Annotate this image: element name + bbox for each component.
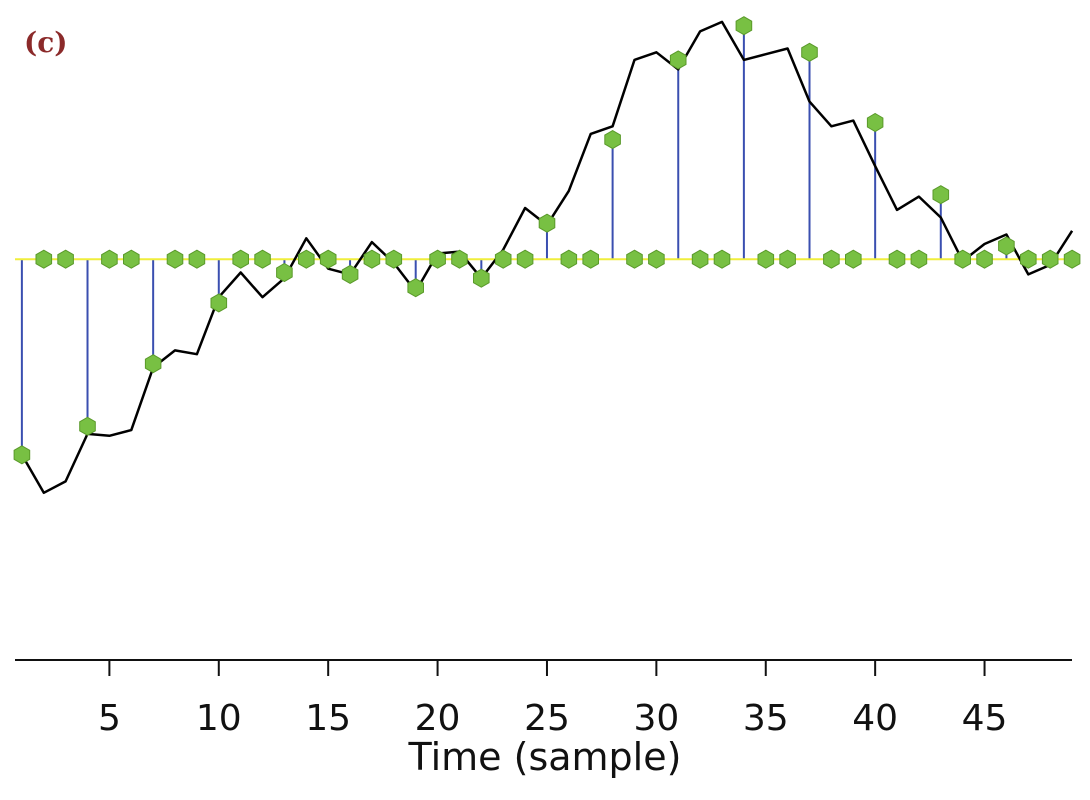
sample-marker-25	[538, 213, 556, 233]
sample-marker-5	[101, 249, 118, 269]
sample-marker-12	[254, 249, 271, 269]
sample-marker-9	[188, 249, 206, 269]
sample-marker-33	[713, 249, 731, 269]
x-tick-label-40: 40	[852, 698, 898, 739]
x-tick-label-15: 15	[305, 698, 351, 739]
sample-marker-31	[669, 50, 687, 70]
sample-marker-46	[998, 236, 1015, 256]
sample-marker-21	[451, 249, 468, 269]
sample-marker-8	[166, 249, 184, 269]
sample-marker-16	[341, 264, 359, 284]
markers-layer	[13, 16, 1081, 465]
sample-marker-28	[604, 130, 621, 150]
sample-marker-3	[57, 249, 74, 269]
sample-marker-40	[866, 112, 884, 133]
x-tick-label-35: 35	[743, 698, 789, 739]
sample-marker-27	[582, 249, 599, 269]
sample-marker-30	[648, 249, 665, 269]
sample-marker-13	[276, 262, 293, 283]
sample-marker-26	[560, 249, 578, 269]
x-tick-label-20: 20	[415, 698, 461, 739]
sample-marker-43	[932, 185, 950, 205]
sample-marker-32	[691, 249, 709, 269]
panel-label: (c)	[24, 26, 68, 59]
sample-marker-38	[823, 249, 840, 269]
sample-marker-35	[757, 249, 775, 269]
sample-marker-41	[888, 249, 906, 269]
sample-marker-2	[35, 249, 53, 269]
sample-marker-39	[845, 249, 862, 269]
sample-marker-18	[385, 249, 403, 269]
sample-marker-17	[363, 249, 381, 269]
x-tick-label-45: 45	[962, 698, 1008, 739]
sample-marker-42	[910, 249, 928, 269]
sample-marker-14	[298, 249, 315, 269]
sample-marker-49	[1063, 249, 1081, 269]
sample-marker-4	[79, 416, 96, 436]
sample-marker-1	[13, 445, 31, 465]
sample-marker-29	[626, 249, 643, 269]
sample-marker-34	[735, 16, 753, 36]
sample-marker-6	[123, 249, 140, 269]
sample-marker-11	[232, 249, 249, 269]
sample-marker-48	[1041, 249, 1059, 269]
sample-marker-7	[144, 354, 162, 374]
stems-layer	[20, 25, 1008, 455]
sample-marker-47	[1020, 249, 1037, 269]
sample-marker-10	[210, 293, 228, 313]
x-tick-label-10: 10	[196, 698, 242, 739]
x-tick-label-5: 5	[98, 698, 121, 739]
sample-marker-23	[494, 249, 512, 269]
x-tick-label-25: 25	[524, 698, 570, 739]
sample-marker-36	[779, 249, 796, 269]
x-tick-label-30: 30	[633, 698, 679, 739]
sample-marker-24	[516, 249, 534, 269]
sample-marker-15	[319, 249, 337, 269]
sample-marker-37	[801, 42, 818, 62]
sample-marker-22	[473, 268, 490, 288]
x-axis-title: Time (sample)	[408, 735, 682, 779]
sample-marker-45	[976, 249, 993, 269]
sample-marker-19	[407, 278, 424, 298]
sample-marker-44	[954, 249, 971, 269]
x-ticks: 5 10 15 20 25 30 35 40 45	[98, 660, 1008, 739]
sample-marker-20	[429, 249, 446, 269]
